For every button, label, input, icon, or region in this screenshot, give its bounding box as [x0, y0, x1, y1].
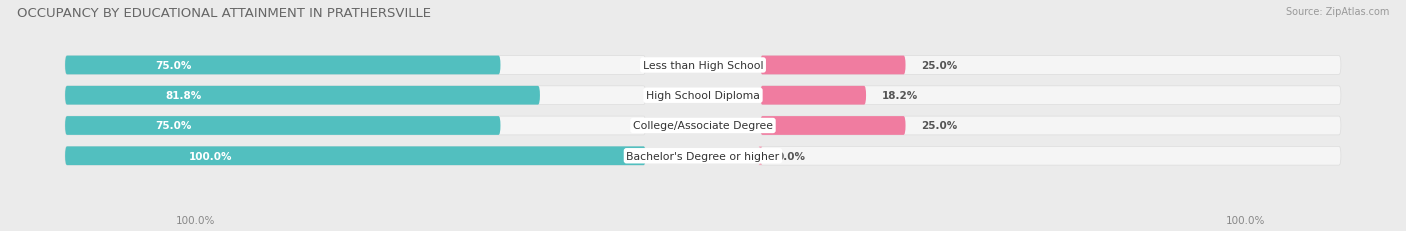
Text: Less than High School: Less than High School — [643, 61, 763, 71]
Text: 18.2%: 18.2% — [882, 91, 918, 101]
Text: 75.0%: 75.0% — [156, 61, 193, 71]
Text: Bachelor's Degree or higher: Bachelor's Degree or higher — [627, 151, 779, 161]
FancyBboxPatch shape — [65, 117, 501, 135]
Text: OCCUPANCY BY EDUCATIONAL ATTAINMENT IN PRATHERSVILLE: OCCUPANCY BY EDUCATIONAL ATTAINMENT IN P… — [17, 7, 430, 20]
Text: 100.0%: 100.0% — [176, 215, 215, 225]
Text: 25.0%: 25.0% — [921, 61, 957, 71]
FancyBboxPatch shape — [65, 86, 540, 105]
FancyBboxPatch shape — [758, 147, 762, 165]
Text: 75.0%: 75.0% — [156, 121, 193, 131]
Text: 100.0%: 100.0% — [188, 151, 232, 161]
FancyBboxPatch shape — [761, 56, 905, 75]
FancyBboxPatch shape — [65, 147, 645, 165]
Text: 25.0%: 25.0% — [921, 121, 957, 131]
Text: 81.8%: 81.8% — [166, 91, 202, 101]
FancyBboxPatch shape — [65, 117, 645, 135]
FancyBboxPatch shape — [761, 147, 1341, 165]
Text: 0.0%: 0.0% — [776, 151, 806, 161]
FancyBboxPatch shape — [761, 117, 1341, 135]
FancyBboxPatch shape — [761, 56, 1341, 75]
Text: 100.0%: 100.0% — [1226, 215, 1265, 225]
FancyBboxPatch shape — [65, 86, 645, 105]
Text: College/Associate Degree: College/Associate Degree — [633, 121, 773, 131]
FancyBboxPatch shape — [761, 117, 905, 135]
FancyBboxPatch shape — [65, 56, 645, 75]
FancyBboxPatch shape — [65, 147, 645, 165]
FancyBboxPatch shape — [761, 86, 1341, 105]
FancyBboxPatch shape — [65, 56, 501, 75]
FancyBboxPatch shape — [761, 86, 866, 105]
Text: High School Diploma: High School Diploma — [647, 91, 759, 101]
Text: Source: ZipAtlas.com: Source: ZipAtlas.com — [1285, 7, 1389, 17]
